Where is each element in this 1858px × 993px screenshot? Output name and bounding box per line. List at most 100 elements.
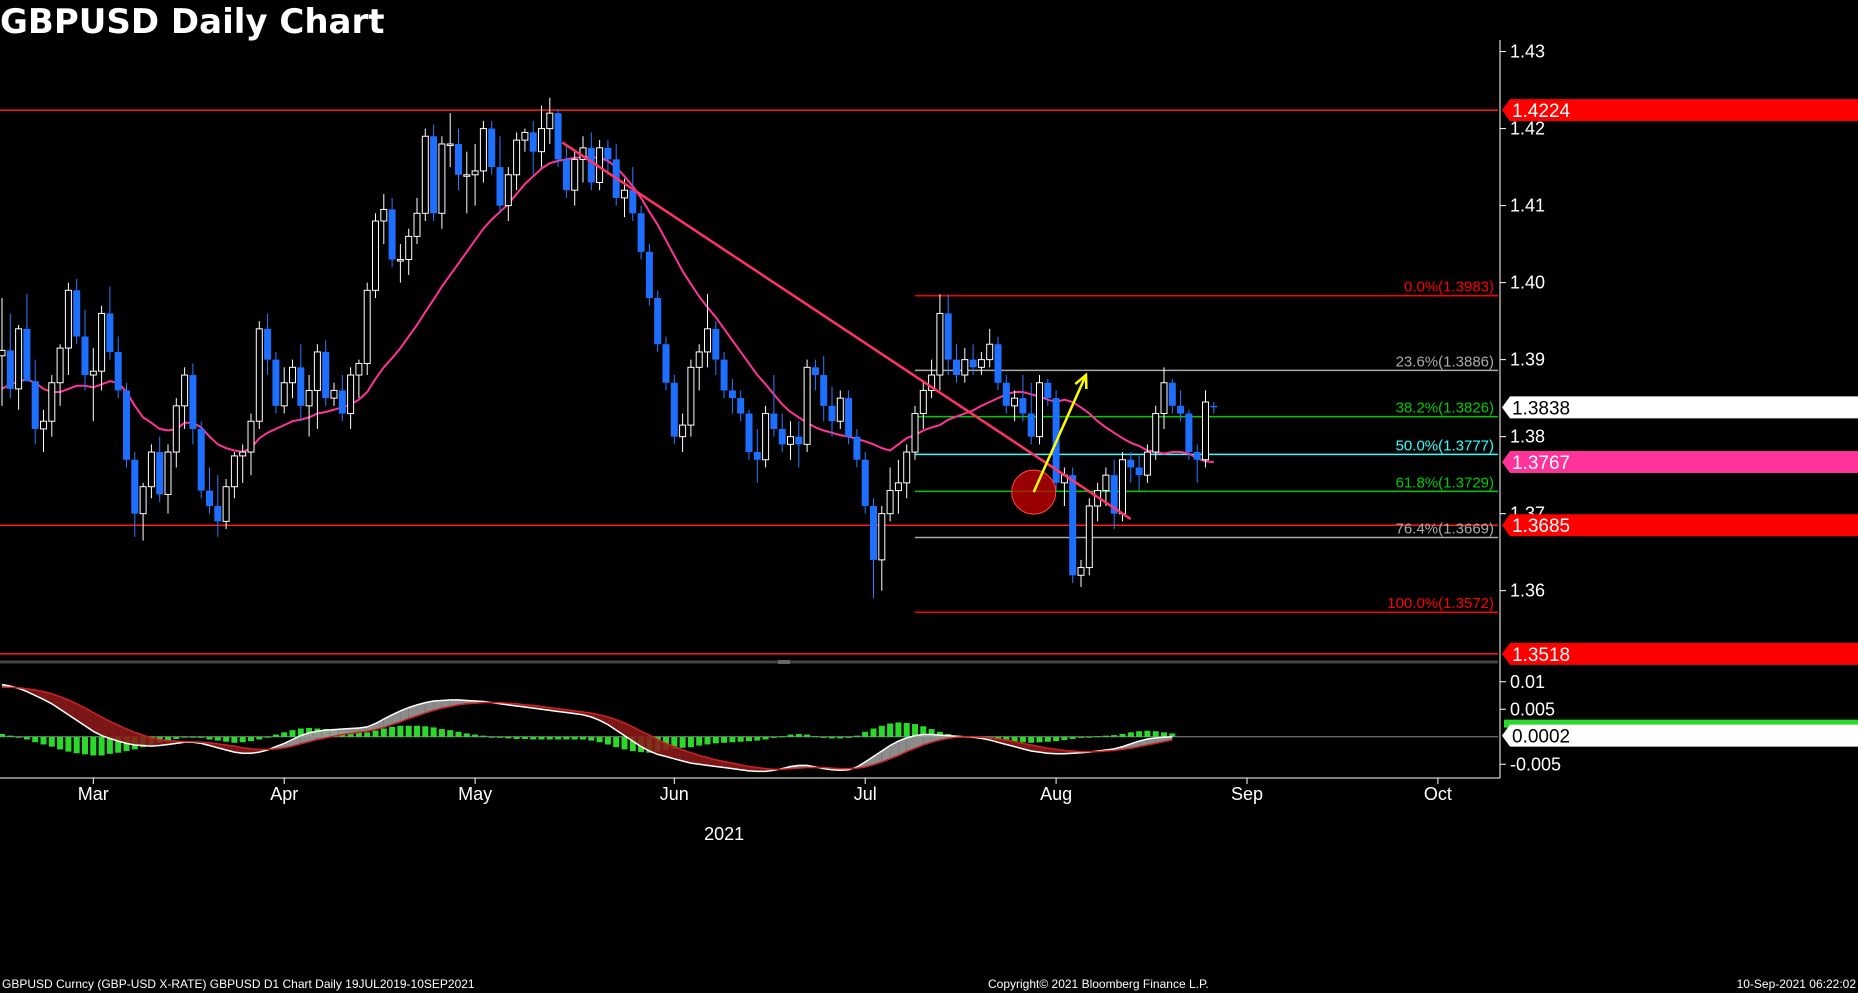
- macd-fill-segment: [906, 735, 915, 752]
- macd-histogram-bar: [770, 736, 777, 738]
- candle-down: [106, 286, 114, 360]
- candle-body: [181, 374, 189, 407]
- macd-y-tick-label: -0.005: [1510, 754, 1561, 774]
- candle-down: [297, 344, 305, 422]
- candle-body: [230, 455, 238, 488]
- candle-down: [795, 421, 803, 468]
- macd-histogram-bar: [812, 736, 819, 738]
- candle-down: [712, 321, 720, 376]
- candle-body: [538, 128, 545, 153]
- macd-histogram-bar: [297, 728, 304, 737]
- candle-down: [870, 498, 877, 599]
- candle-body: [662, 344, 670, 383]
- macd-histogram-bar: [521, 736, 528, 739]
- macd-histogram-bar: [1094, 736, 1101, 738]
- candle-up: [471, 143, 479, 206]
- x-tick-label: Aug: [1040, 784, 1072, 804]
- candle-body: [928, 374, 936, 391]
- macd-histogram-bar: [853, 735, 860, 737]
- candle-up: [1143, 444, 1151, 483]
- candle-up: [40, 409, 47, 453]
- fib-label: 61.8%(1.3729): [1396, 474, 1494, 491]
- macd-fill-segment: [51, 693, 61, 710]
- candle-up: [164, 444, 172, 514]
- price-label-box: [1502, 451, 1858, 474]
- candle-up: [903, 444, 911, 499]
- candle-down: [562, 143, 570, 198]
- candle-body: [172, 405, 180, 453]
- candle-down: [1193, 444, 1201, 483]
- macd-histogram-bar: [389, 726, 396, 737]
- candle-down: [322, 340, 330, 406]
- candle-down: [1019, 375, 1027, 422]
- candle-body: [637, 213, 645, 252]
- macd-histogram-bar: [206, 736, 213, 740]
- candle-body: [853, 436, 861, 460]
- macd-histogram-bar: [430, 727, 437, 737]
- candle-body: [264, 328, 272, 360]
- macd-histogram-bar: [405, 725, 412, 737]
- macd-fill-segment: [657, 739, 666, 757]
- candle-body: [1085, 505, 1093, 569]
- macd-fill-segment: [375, 719, 384, 730]
- macd-histogram-bar: [621, 736, 628, 750]
- macd-histogram-bar: [106, 736, 113, 754]
- candle-body: [1102, 474, 1110, 492]
- candle-body: [820, 375, 828, 406]
- fibonacci-levels: 0.0%(1.3983) 23.6%(1.3886) 38.2%(1.3826) 50…: [915, 279, 1498, 613]
- fib-label: 0.0%(1.3983): [1404, 279, 1494, 296]
- macd-fill-segment: [43, 691, 52, 704]
- candle-up: [380, 194, 388, 245]
- macd-histogram-bar: [1003, 736, 1010, 742]
- macd-fill-segment: [400, 707, 409, 722]
- macd-histogram-bar: [928, 729, 935, 737]
- macd-histogram-bar: [687, 736, 694, 748]
- candle-body: [455, 143, 462, 175]
- macd-histogram-bar: [438, 729, 445, 737]
- candle-up: [463, 151, 471, 214]
- candle-down: [455, 128, 462, 191]
- macd-histogram-bar: [488, 736, 495, 738]
- chart-title: GBPUSD Daily Chart: [0, 2, 385, 42]
- candle-body: [986, 343, 994, 361]
- candle-body: [836, 397, 844, 422]
- candle-down: [994, 336, 1002, 391]
- candle-body: [388, 209, 396, 260]
- macd-fill-segment: [292, 735, 301, 747]
- candle-body: [247, 420, 255, 453]
- candle-body: [355, 362, 363, 376]
- candle-body: [1168, 382, 1176, 406]
- macd-histogram-bar: [248, 736, 254, 742]
- candle-body: [1185, 413, 1193, 453]
- candle-body: [1160, 382, 1168, 415]
- macd-histogram-bar: [546, 736, 553, 740]
- candle-down: [654, 290, 662, 352]
- candle-body: [861, 459, 869, 506]
- macd-histogram-bar: [289, 730, 296, 737]
- candle-body: [778, 428, 786, 445]
- fib-label: 100.0%(1.3572): [1387, 595, 1494, 612]
- candle-body: [197, 428, 205, 491]
- macd-histogram-bar: [372, 730, 379, 737]
- candle-down: [73, 278, 81, 345]
- macd-fill-segment: [699, 755, 708, 766]
- candle-up: [15, 324, 23, 410]
- macd-fill-segment: [425, 701, 434, 714]
- candle-body: [1027, 413, 1035, 437]
- candle-body: [1143, 451, 1151, 476]
- candle-body: [338, 390, 346, 414]
- x-tick-label: Jul: [854, 784, 877, 804]
- price-label-box: [1502, 99, 1858, 122]
- candle-body: [504, 174, 512, 207]
- macd-histogram-bar: [256, 736, 263, 740]
- price-label-text: 1.4224: [1512, 101, 1571, 122]
- arrow-head: [1074, 372, 1088, 390]
- candle-down: [1002, 375, 1010, 414]
- candle-body: [463, 174, 471, 177]
- macd-histogram-bar: [596, 736, 603, 743]
- macd-histogram-bar: [1036, 736, 1043, 743]
- x-axis-year-label: 2021: [704, 824, 744, 844]
- footer-timestamp: 10-Sep-2021 06:22:02: [1736, 977, 1856, 991]
- candle-body: [1119, 459, 1126, 515]
- macd-histogram-bar: [1078, 736, 1084, 738]
